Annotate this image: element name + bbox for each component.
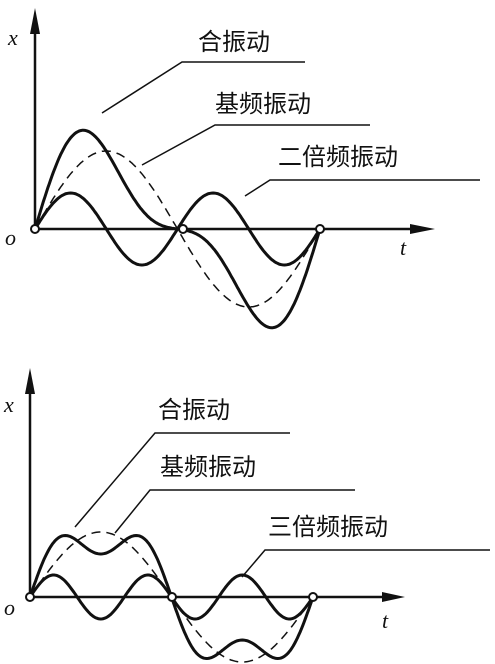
- label: 三倍频振动: [268, 513, 388, 541]
- leader-line: [101, 61, 305, 114]
- sum-curve: [33, 128, 322, 330]
- panel-2: x o t 合振动 基频振动 三倍频振动: [3, 368, 490, 663]
- node-dot: [178, 224, 188, 234]
- end-dot: [308, 592, 318, 602]
- t-arrow: [410, 224, 435, 234]
- x-arrow: [25, 368, 35, 394]
- origin-label: o: [5, 225, 16, 250]
- origin-label: o: [4, 595, 15, 620]
- panel-1: x o t 合振动 基频振动 二倍频振动: [5, 8, 480, 330]
- t-arrow: [382, 592, 405, 602]
- leader-line: [74, 432, 290, 528]
- node-dot: [167, 592, 177, 602]
- label: 基频振动: [215, 90, 311, 118]
- origin-dot: [25, 592, 35, 602]
- leader-line: [244, 179, 480, 197]
- x-axis-label: t: [400, 235, 407, 260]
- origin-dot: [30, 224, 40, 234]
- x-arrow: [30, 8, 40, 34]
- leader-line: [114, 489, 355, 534]
- label: 二倍频振动: [278, 143, 398, 171]
- leader-line: [141, 124, 370, 166]
- x-axis-label: t: [382, 608, 389, 633]
- y-axis-label: x: [3, 392, 14, 417]
- end-dot: [315, 224, 325, 234]
- label: 合振动: [158, 396, 230, 424]
- y-axis-label: x: [7, 25, 18, 50]
- label: 合振动: [198, 28, 270, 56]
- leader-line: [241, 549, 490, 578]
- label: 基频振动: [160, 453, 256, 481]
